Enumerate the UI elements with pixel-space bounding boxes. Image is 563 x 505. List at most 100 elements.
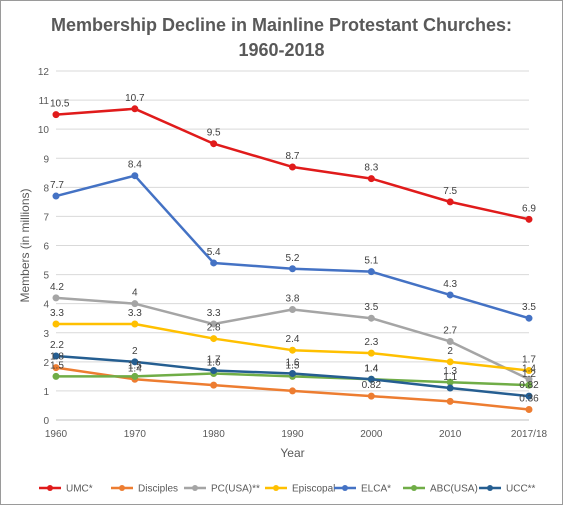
data-label: 1.4 xyxy=(364,363,378,374)
data-point xyxy=(289,387,296,395)
data-label: 8.3 xyxy=(364,163,378,174)
y-tick-label: 2 xyxy=(43,358,49,369)
data-label: 8.4 xyxy=(128,160,142,171)
chart-title: Membership Decline in Mainline Protestan… xyxy=(1,13,562,63)
data-point xyxy=(446,337,454,345)
data-point xyxy=(131,172,139,180)
legend-entry: PC(USA)** xyxy=(211,484,260,495)
data-point xyxy=(446,291,454,299)
data-label: 3.3 xyxy=(128,308,142,319)
data-label: 5.2 xyxy=(286,253,300,264)
data-point xyxy=(367,175,375,183)
data-label: 1.8 xyxy=(50,352,64,363)
data-label: 10.5 xyxy=(50,99,70,110)
data-point xyxy=(131,320,139,328)
data-point xyxy=(446,198,454,206)
data-label: 5.4 xyxy=(207,247,221,258)
data-label: 1.4 xyxy=(364,363,378,374)
data-label: 4 xyxy=(132,288,138,299)
legend-swatch-marker xyxy=(273,485,279,491)
y-tick-label: 0 xyxy=(43,416,49,427)
data-point xyxy=(52,294,60,302)
y-tick-label: 4 xyxy=(43,300,49,311)
y-tick-label: 1 xyxy=(43,387,49,398)
data-point xyxy=(210,259,218,267)
data-label: 10.7 xyxy=(125,93,145,104)
data-label: 4.2 xyxy=(50,282,64,293)
data-label: 2.2 xyxy=(50,340,64,351)
data-label: 2.4 xyxy=(286,334,300,345)
data-point xyxy=(289,369,296,377)
legend-swatch-marker xyxy=(47,485,53,491)
y-tick-label: 3 xyxy=(43,329,49,340)
x-tick-label: 1980 xyxy=(203,429,226,440)
data-point xyxy=(367,375,375,383)
data-label: 2 xyxy=(132,346,138,357)
data-label: 2.7 xyxy=(443,325,457,336)
data-point xyxy=(525,215,533,223)
legend-swatch-marker xyxy=(411,485,417,491)
data-label: 6.9 xyxy=(522,203,536,214)
data-point xyxy=(210,140,218,148)
legend-entry: UCC** xyxy=(506,484,536,495)
data-label: 1.7 xyxy=(522,355,536,366)
data-point xyxy=(367,268,375,276)
data-label: 3.5 xyxy=(522,302,536,313)
data-point xyxy=(52,192,60,200)
data-label: 7.7 xyxy=(50,180,64,191)
y-tick-label: 9 xyxy=(43,154,49,165)
x-axis-title: Year xyxy=(280,446,304,460)
legend-entry: Episcopal xyxy=(292,484,335,495)
data-label: 0.82 xyxy=(519,380,539,391)
data-point xyxy=(131,300,139,308)
legend-swatch-marker xyxy=(119,485,125,491)
legend-swatch-marker xyxy=(487,485,493,491)
data-label: 5.1 xyxy=(364,256,378,267)
data-point xyxy=(52,320,60,328)
data-label: 3.3 xyxy=(207,308,221,319)
x-tick-label: 2010 xyxy=(439,429,462,440)
data-label: 0.36 xyxy=(519,394,539,405)
data-point xyxy=(131,105,139,113)
data-point xyxy=(52,364,60,372)
data-point xyxy=(210,367,218,375)
data-point xyxy=(525,381,533,389)
data-label: 3.5 xyxy=(364,302,378,313)
data-point xyxy=(525,367,533,375)
chart-title-line-2: 1960-2018 xyxy=(238,40,325,60)
legend-entry: UMC* xyxy=(66,484,93,495)
data-point xyxy=(367,349,375,357)
data-point xyxy=(525,392,533,400)
data-label: 1.3 xyxy=(443,366,457,377)
y-tick-label: 10 xyxy=(38,125,50,136)
y-tick-label: 7 xyxy=(43,212,49,223)
data-label: 8.7 xyxy=(286,151,300,162)
chart-title-line-1: Membership Decline in Mainline Protestan… xyxy=(50,15,513,35)
y-tick-label: 8 xyxy=(43,183,49,194)
data-label: 1.4 xyxy=(522,363,536,374)
data-point xyxy=(289,265,296,273)
data-label: 3.3 xyxy=(50,308,64,319)
data-point xyxy=(210,320,218,328)
data-label: 9.5 xyxy=(207,128,221,139)
data-point xyxy=(131,372,139,380)
x-tick-label: 1970 xyxy=(124,429,147,440)
data-label: 0.82 xyxy=(362,380,382,391)
legend-swatch-marker xyxy=(192,485,198,491)
x-tick-label: 1960 xyxy=(45,429,68,440)
data-label: 1.7 xyxy=(207,355,221,366)
y-tick-label: 12 xyxy=(38,67,50,78)
data-point xyxy=(446,358,454,366)
data-point xyxy=(289,346,296,354)
legend-entry: Disciples xyxy=(138,484,178,495)
legend-entry: ABC(USA) xyxy=(430,484,478,495)
data-point xyxy=(367,392,375,400)
data-label: 2 xyxy=(447,346,453,357)
data-point xyxy=(210,381,218,389)
data-point xyxy=(52,352,60,360)
x-tick-label: 1990 xyxy=(281,429,304,440)
data-label: 2.8 xyxy=(207,323,221,334)
data-point xyxy=(525,406,533,414)
x-tick-label: 2017/18 xyxy=(511,429,548,440)
